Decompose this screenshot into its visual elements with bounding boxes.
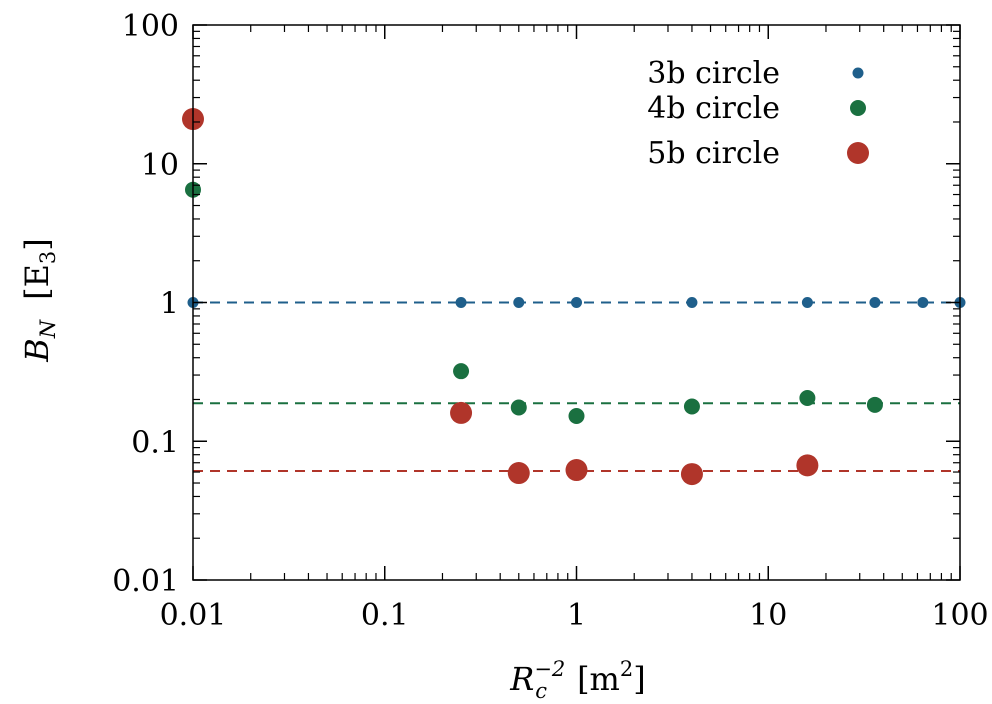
data-point-series-3 <box>565 459 588 482</box>
data-point-series-3 <box>796 454 819 477</box>
data-point-series-1 <box>455 297 467 308</box>
data-point-series-3 <box>450 401 473 424</box>
x-axis-label: R−2 c [m2] <box>509 657 646 703</box>
data-point-series-2 <box>799 389 816 406</box>
y-tick-label: 0.01 <box>112 564 179 599</box>
legend-marker <box>847 142 869 164</box>
data-point-series-1 <box>917 297 929 308</box>
x-axis-label-unit: [m <box>577 660 620 698</box>
data-point-series-1 <box>513 297 525 308</box>
y-axis-label-unit: [E <box>18 264 56 300</box>
x-axis-label-unit-end: ] <box>633 660 645 698</box>
legend-label: 3b circle <box>647 56 780 91</box>
y-tick-label: 10 <box>141 148 179 183</box>
axis-ticks: 0.01 0.1 1 10 100 0.01 0.1 1 10 100 <box>112 9 988 633</box>
y-axis-label-sub: N <box>36 319 60 339</box>
data-point-series-2 <box>510 399 527 416</box>
x-tick-label: 1 <box>567 598 586 633</box>
legend-label: 4b circle <box>647 91 780 126</box>
data-points <box>182 108 966 486</box>
y-tick-label: 1 <box>160 287 179 322</box>
data-point-series-1 <box>869 297 881 308</box>
x-axis-label-base: R <box>509 660 534 698</box>
data-point-series-2 <box>453 363 470 380</box>
data-point-series-3 <box>680 463 703 486</box>
data-point-series-2 <box>683 398 700 415</box>
data-point-series-2 <box>568 408 585 425</box>
x-tick-label: 100 <box>931 598 988 633</box>
y-axis-label-base: B <box>18 338 56 363</box>
y-axis-label: BN [E3] <box>18 238 60 363</box>
x-tick-label: 0.1 <box>361 598 409 633</box>
x-axis-label-sup: −2 <box>534 657 565 681</box>
data-point-series-1 <box>686 297 698 308</box>
data-point-series-2 <box>866 396 883 413</box>
y-axis-label-unit-end: ] <box>18 238 56 250</box>
y-axis-label-unit-sub: 3 <box>36 251 60 264</box>
x-axis-label-sub: c <box>535 679 547 703</box>
x-axis-label-unit-sup: 2 <box>620 657 633 681</box>
x-tick-label: 0.01 <box>160 598 227 633</box>
legend-marker <box>852 67 864 79</box>
data-point-series-3 <box>507 462 530 485</box>
data-point-series-1 <box>801 297 813 308</box>
legend-label: 5b circle <box>647 136 780 171</box>
y-tick-label: 100 <box>122 9 179 44</box>
x-tick-label: 10 <box>749 598 787 633</box>
data-point-series-1 <box>571 297 582 308</box>
reference-lines <box>193 301 960 473</box>
y-tick-label: 0.1 <box>131 425 179 460</box>
legend-marker <box>850 100 866 116</box>
